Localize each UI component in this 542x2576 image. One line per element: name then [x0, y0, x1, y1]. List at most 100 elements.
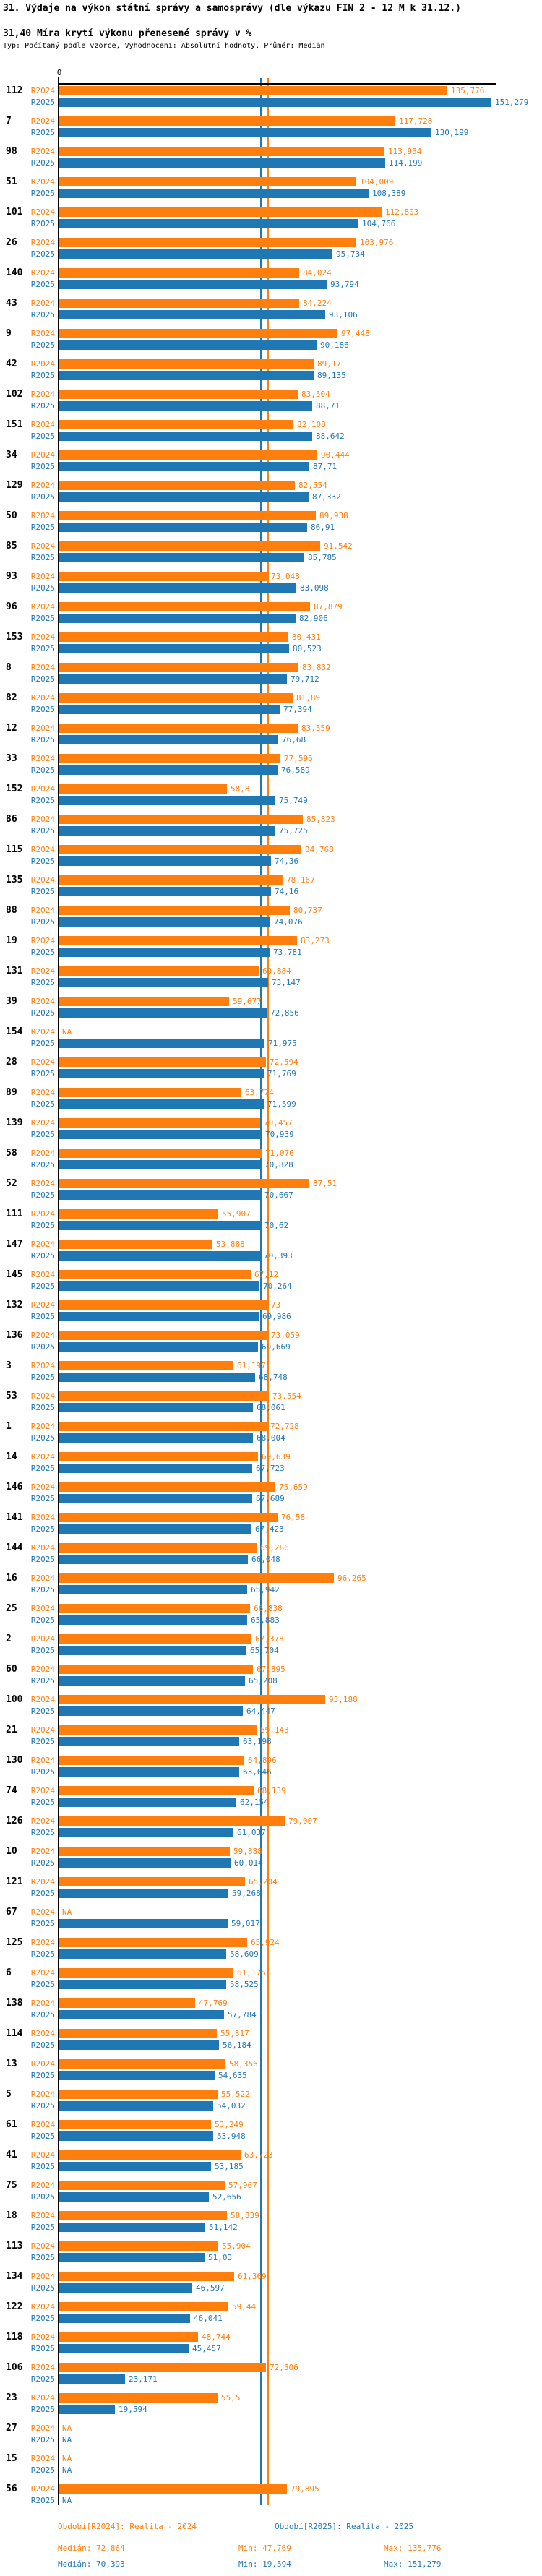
series-label-r2024: R2024: [30, 1240, 55, 1249]
series-label-r2024: R2024: [30, 663, 55, 672]
bar-value-label-r2024: 63,774: [245, 1088, 274, 1097]
bar-value-label-r2025: 70,939: [265, 1130, 294, 1139]
bar-r2024: [59, 1998, 195, 2008]
series-label-r2025: R2025: [30, 523, 55, 532]
group-id-label: 16: [6, 1573, 17, 1584]
bar-value-label-r2025: 46,597: [196, 2283, 225, 2293]
bar-value-label-r2024: 69,143: [260, 1725, 289, 1735]
group-id-label: 118: [6, 2332, 23, 2343]
bar-r2025: [59, 128, 431, 137]
bar-r2024: [59, 966, 259, 976]
bar-r2024: [59, 2363, 266, 2372]
series-label-r2024: R2024: [30, 784, 55, 794]
series-label-r2025: R2025: [30, 2283, 55, 2293]
bar-r2025: [59, 249, 332, 259]
series-label-r2024: R2024: [30, 2029, 55, 2038]
bar-r2025: [59, 2010, 224, 2019]
bar-value-label-r2025: 53,948: [217, 2131, 246, 2141]
series-label-r2024: R2024: [30, 2332, 55, 2342]
series-label-r2024: R2024: [30, 2272, 55, 2281]
group-id-label: 98: [6, 146, 17, 157]
group-id-label: 146: [6, 1482, 23, 1493]
bar-r2025: [59, 1585, 247, 1594]
series-label-r2024: R2024: [30, 2423, 55, 2433]
series-label-r2025: R2025: [30, 1069, 55, 1078]
bar-r2024: [59, 238, 356, 247]
bar-r2025: [59, 523, 307, 532]
bar-value-label-r2024: 117,728: [399, 116, 433, 126]
group-id-label: 131: [6, 966, 23, 976]
bar-value-label-r2024: 83,273: [301, 936, 330, 945]
series-label-r2024: R2024: [30, 1998, 55, 2008]
series-label-r2025: R2025: [30, 2192, 55, 2202]
bar-value-label-r2025: 65,883: [251, 1615, 280, 1625]
series-label-r2025: R2025: [30, 2374, 55, 2384]
bar-value-label-r2024: 75,659: [279, 1482, 308, 1492]
series-label-r2025: R2025: [30, 1980, 55, 1989]
series-label-r2025: R2025: [30, 1130, 55, 1139]
group-id-label: 43: [6, 298, 17, 309]
series-label-r2024: R2024: [30, 511, 55, 520]
series-label-r2025: R2025: [30, 189, 55, 198]
series-label-r2024: R2024: [30, 1907, 55, 1917]
bar-value-label-r2025: 56,184: [223, 2040, 251, 2050]
bar-value-label-r2025: 74,36: [275, 856, 299, 866]
bar-value-na-r2024: NA: [62, 2423, 72, 2433]
bar-r2024: [59, 2029, 217, 2038]
bar-r2025: [59, 2101, 213, 2111]
bar-r2025: [59, 1160, 261, 1169]
group-id-label: 138: [6, 1998, 23, 2009]
series-label-r2024: R2024: [30, 1391, 55, 1401]
series-label-r2025: R2025: [30, 644, 55, 653]
group-id-label: 50: [6, 510, 17, 521]
bar-r2025: [59, 2040, 219, 2050]
series-label-r2025: R2025: [30, 401, 55, 411]
group-id-label: 147: [6, 1239, 23, 1250]
bar-value-label-r2025: 93,794: [330, 280, 359, 289]
bar-r2025: [59, 1373, 255, 1382]
bar-r2024: [59, 1968, 233, 1978]
bar-r2024: [59, 1118, 260, 1128]
series-label-r2024: R2024: [30, 1513, 55, 1522]
bar-r2024: [59, 86, 447, 95]
bar-value-label-r2024: 66,838: [254, 1604, 283, 1613]
series-label-r2025: R2025: [30, 1039, 55, 1048]
bar-r2024: [59, 1816, 285, 1826]
bar-value-label-r2024: 57,967: [228, 2181, 257, 2190]
series-label-r2024: R2024: [30, 116, 55, 126]
bar-r2025: [59, 1342, 258, 1352]
series-label-r2025: R2025: [30, 371, 55, 380]
series-label-r2024: R2024: [30, 1300, 55, 1310]
series-label-r2025: R2025: [30, 2040, 55, 2050]
bar-value-label-r2024: 79,895: [291, 2484, 319, 2494]
bar-value-label-r2024: 72,594: [270, 1057, 298, 1067]
bar-r2024: [59, 511, 316, 520]
bar-value-label-r2024: 58,8: [231, 784, 250, 794]
bar-r2024: [59, 724, 298, 733]
group-id-label: 26: [6, 237, 17, 248]
bar-value-label-r2025: 114,199: [389, 158, 423, 168]
series-label-r2025: R2025: [30, 1281, 55, 1291]
bar-r2024: [59, 450, 317, 460]
bar-value-label-r2025: 51,142: [209, 2223, 238, 2232]
series-label-r2025: R2025: [30, 1737, 55, 1746]
bar-r2025: [59, 1099, 264, 1109]
series-label-r2025: R2025: [30, 492, 55, 502]
bar-r2024: [59, 2484, 287, 2494]
series-label-r2025: R2025: [30, 1585, 55, 1594]
bar-r2025: [59, 1889, 228, 1898]
bar-value-label-r2025: 53,185: [215, 2162, 244, 2171]
bar-value-label-r2025: 83,098: [300, 583, 329, 593]
bar-r2024: [59, 2332, 198, 2342]
series-label-r2025: R2025: [30, 948, 55, 957]
group-id-label: 10: [6, 1846, 17, 1857]
bar-r2024: [59, 572, 267, 581]
bar-value-label-r2025: 77,394: [283, 705, 312, 714]
bar-r2025: [59, 492, 309, 502]
bar-r2025: [59, 614, 296, 623]
bar-value-label-r2024: 48,744: [202, 2332, 231, 2342]
series-label-r2024: R2024: [30, 2059, 55, 2069]
bar-r2025: [59, 1858, 231, 1868]
bar-value-label-r2024: 55,317: [220, 2029, 249, 2038]
bar-value-label-r2024: 89,17: [317, 359, 342, 369]
